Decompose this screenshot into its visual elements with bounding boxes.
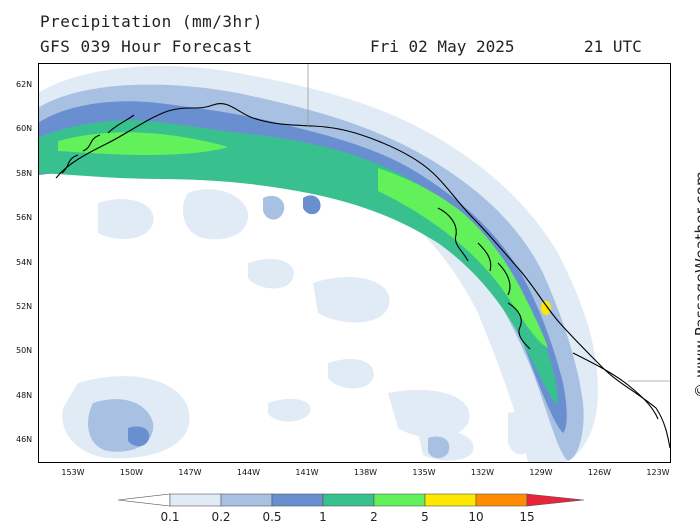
- legend-swatch: [118, 493, 171, 507]
- latitude-label: 52N: [16, 302, 33, 311]
- longitude-label: 147W: [178, 468, 202, 477]
- longitude-label: 150W: [119, 468, 144, 477]
- latitude-label: 50N: [16, 346, 33, 356]
- legend-label: 0.5: [262, 510, 282, 524]
- legend-swatch: [322, 493, 375, 507]
- longitude-label: 126W: [587, 468, 612, 477]
- forecast-subtitle: GFS 039 Hour Forecast: [40, 37, 253, 56]
- legend-label: 0.2: [211, 510, 231, 524]
- chart-title: Precipitation (mm/3hr): [40, 12, 263, 31]
- latitude-label: 48N: [16, 390, 33, 400]
- latitude-label: 60N: [16, 124, 33, 134]
- longitude-label: 132W: [470, 468, 495, 477]
- color-scale-legend: [118, 493, 584, 507]
- legend-swatch: [373, 493, 426, 507]
- legend-label: 1: [319, 510, 327, 524]
- legend-swatch: [526, 493, 584, 507]
- legend-label: 0.1: [160, 510, 180, 524]
- longitude-label: 135W: [412, 468, 436, 477]
- precip-field-blue: [38, 101, 567, 447]
- legend-label: 15: [519, 510, 535, 524]
- precip-field-green: [58, 132, 548, 348]
- latitude-label: 62N: [16, 80, 33, 89]
- legend-swatch: [220, 493, 273, 507]
- latitude-label: 56N: [16, 213, 33, 223]
- site-credit: © www.PassageWeather.com: [692, 171, 700, 398]
- forecast-date: Fri 02 May 2025: [370, 37, 515, 56]
- longitude-label: 141W: [295, 468, 319, 477]
- latitude-label: 58N: [16, 168, 33, 178]
- longitude-label: 153W: [61, 468, 85, 477]
- legend-swatch: [424, 493, 477, 507]
- legend-swatch: [475, 493, 528, 507]
- precipitation-map: [38, 63, 671, 463]
- longitude-label: 144W: [236, 468, 261, 477]
- latitude-label: 46N: [16, 435, 33, 445]
- legend-swatch: [271, 493, 324, 507]
- legend-label: 2: [370, 510, 378, 524]
- legend-swatch: [169, 493, 222, 507]
- longitude-label: 123W: [646, 468, 670, 477]
- legend-label: 10: [468, 510, 484, 524]
- legend-label: 5: [421, 510, 429, 524]
- coastline: [55, 103, 671, 449]
- longitude-label: 138W: [353, 468, 378, 477]
- latitude-label: 54N: [16, 257, 33, 267]
- longitude-label: 129W: [529, 468, 553, 477]
- precip-field-yellow: [541, 301, 551, 315]
- map-frame: [38, 63, 671, 463]
- forecast-time: 21 UTC: [584, 37, 642, 56]
